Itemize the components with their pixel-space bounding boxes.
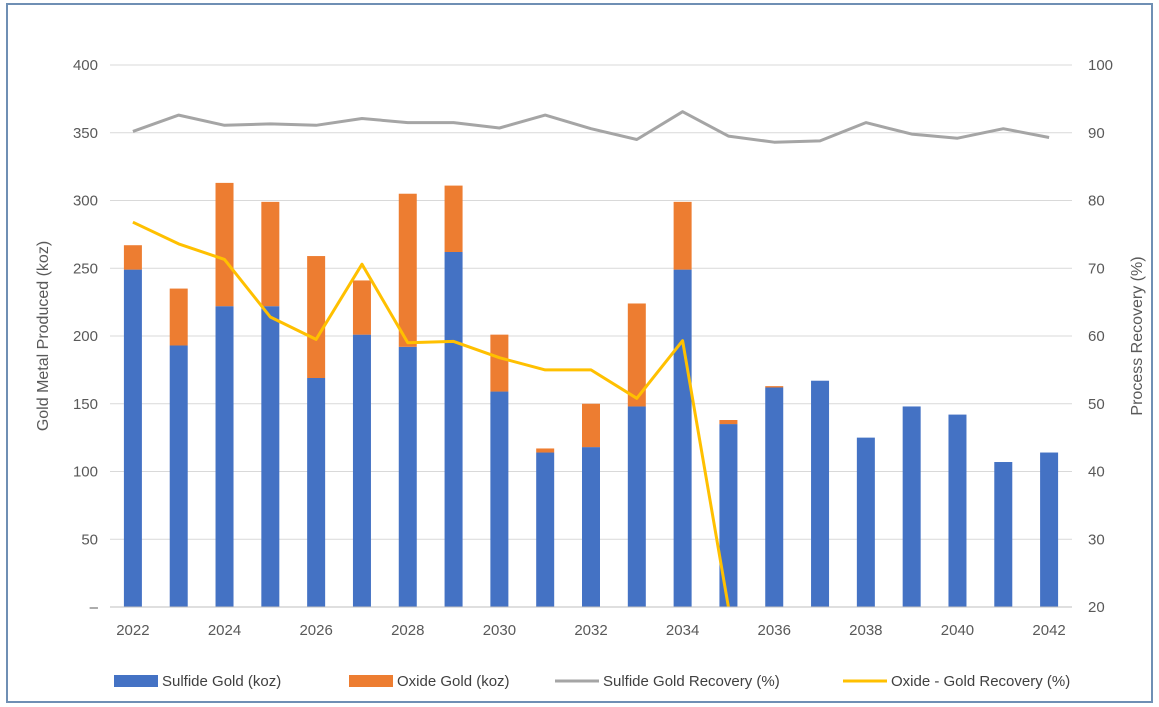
y-tick-label: 150: [73, 396, 98, 413]
sulfide-bar: [902, 406, 921, 607]
sulfide-bar: [307, 378, 326, 607]
sulfide-bar: [536, 452, 555, 607]
y-tick-label: 300: [73, 193, 98, 210]
oxide-bar: [444, 185, 463, 252]
sulfide-bar: [1040, 452, 1059, 607]
sulfide-bar: [123, 269, 142, 607]
legend-label: Sulfide Gold Recovery (%): [603, 673, 780, 690]
combo-chart: –501001502002503003504002030405060708090…: [35, 57, 1146, 690]
oxide-bar: [627, 303, 646, 407]
legend-swatch: [114, 675, 158, 687]
oxide-bar: [536, 448, 555, 453]
oxide-bar: [352, 280, 371, 335]
sulfide-bar: [398, 346, 417, 607]
x-tick-label: 2038: [849, 622, 882, 639]
x-tick-label: 2042: [1032, 622, 1065, 639]
y2-tick-label: 40: [1088, 464, 1105, 481]
x-tick-label: 2026: [299, 622, 332, 639]
oxide-bar: [215, 182, 234, 307]
oxide-bar: [719, 420, 738, 425]
y2-tick-label: 70: [1088, 260, 1105, 277]
y2-tick-label: 30: [1088, 531, 1105, 548]
y-axis-title: Gold Metal Produced (koz): [35, 241, 52, 431]
legend-label: Sulfide Gold (koz): [162, 673, 281, 690]
sulfide-bar: [169, 345, 188, 607]
oxide-bar: [398, 193, 417, 347]
y2-tick-label: 50: [1088, 396, 1105, 413]
sulfide-bar: [352, 334, 371, 607]
legend-label: Oxide Gold (koz): [397, 673, 510, 690]
bar-series: [123, 182, 1059, 608]
x-tick-label: 2030: [483, 622, 516, 639]
sulfide-bar: [856, 437, 875, 607]
oxide-bar: [261, 201, 280, 307]
sulfide-bar: [582, 447, 600, 607]
legend-swatch: [349, 675, 393, 687]
y-tick-label: 400: [73, 57, 98, 74]
oxide-bar: [490, 334, 509, 392]
oxide-bar: [169, 288, 188, 346]
sulfide-bar: [765, 387, 784, 607]
y2-axis-title: Process Recovery (%): [1129, 256, 1146, 415]
line-series: [132, 110, 1050, 608]
y2-tick-label: 60: [1088, 328, 1105, 345]
y2-tick-label: 20: [1088, 599, 1105, 616]
x-tick-label: 2022: [116, 622, 149, 639]
sulfide-bar: [673, 269, 692, 607]
sulfide-bar: [215, 306, 234, 607]
legend-label: Oxide - Gold Recovery (%): [891, 673, 1070, 690]
y2-tick-label: 100: [1088, 57, 1113, 74]
x-tick-label: 2024: [208, 622, 241, 639]
oxide-recovery-line: [132, 220, 730, 608]
sulfide-bar: [444, 251, 463, 608]
y-tick-label: 250: [73, 260, 98, 277]
sulfide-bar: [948, 414, 967, 607]
sulfide-bar: [811, 380, 830, 607]
legend: Sulfide Gold (koz) Oxide Gold (koz) Sulfid…: [114, 673, 1070, 690]
oxide-bar: [765, 386, 784, 388]
sulfide-bar: [490, 391, 509, 607]
y-tick-label: 50: [81, 531, 98, 548]
x-tick-label: 2032: [574, 622, 607, 639]
chart-frame: –50 100 150 200 250 300 350 400 20 30 40 50 60 70 80 90…: [6, 3, 1153, 703]
x-tick-label: 2028: [391, 622, 424, 639]
y-tick-label: 100: [73, 464, 98, 481]
x-tick-label: 2034: [666, 622, 699, 639]
y2-tick-label: 80: [1088, 193, 1105, 210]
sulfide-bar: [994, 462, 1013, 607]
oxide-bar: [123, 245, 142, 270]
x-tick-label: 2036: [758, 622, 791, 639]
oxide-bar: [673, 201, 692, 270]
x-tick-label: 2040: [941, 622, 974, 639]
sulfide-bar: [719, 424, 738, 607]
y-tick-label: 200: [73, 328, 98, 345]
sulfide-bar: [261, 306, 280, 607]
sulfide-bar: [627, 406, 646, 607]
oxide-bar: [582, 403, 600, 448]
oxide-bar: [307, 256, 326, 379]
y-tick-label: 350: [73, 125, 98, 142]
sulfide-recovery-line: [132, 110, 1050, 144]
y-tick-label: –: [90, 599, 99, 616]
axes: –501001502002503003504002030405060708090…: [73, 57, 1113, 639]
y2-tick-label: 90: [1088, 125, 1105, 142]
